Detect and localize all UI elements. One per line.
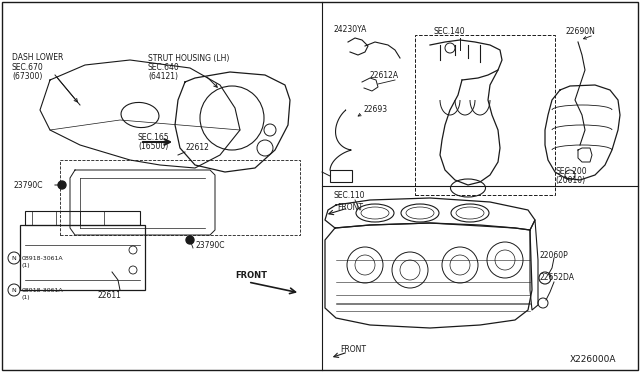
Text: (20010): (20010): [555, 176, 585, 185]
Text: N: N: [12, 256, 17, 260]
Text: N: N: [12, 288, 17, 292]
Text: 22693: 22693: [363, 106, 387, 115]
Text: SEC.165: SEC.165: [138, 134, 170, 142]
Text: 22612: 22612: [185, 144, 209, 153]
Text: 23790C: 23790C: [195, 241, 225, 250]
Circle shape: [186, 236, 194, 244]
Text: FRONT: FRONT: [340, 346, 366, 355]
Text: 08918-3061A: 08918-3061A: [22, 256, 63, 260]
Text: FRONT: FRONT: [235, 270, 267, 279]
Bar: [60, 160, 300, 235]
Text: 24230YA: 24230YA: [334, 26, 367, 35]
Text: X226000A: X226000A: [570, 356, 616, 365]
Text: SEC.140: SEC.140: [434, 28, 466, 36]
Text: DASH LOWER: DASH LOWER: [12, 54, 63, 62]
Text: 22690N: 22690N: [566, 28, 596, 36]
Text: SEC.670: SEC.670: [12, 62, 44, 71]
Text: FRONT: FRONT: [337, 202, 363, 212]
Text: (16500): (16500): [138, 142, 168, 151]
Bar: [415, 35, 555, 195]
Text: SEC.200: SEC.200: [555, 167, 587, 176]
Text: 23790C: 23790C: [14, 180, 44, 189]
Text: 22652DA: 22652DA: [540, 273, 575, 282]
Text: (1): (1): [22, 295, 31, 299]
Text: (1): (1): [22, 263, 31, 267]
Text: 22060P: 22060P: [540, 250, 569, 260]
Text: (64121): (64121): [148, 71, 178, 80]
Text: 22612A: 22612A: [370, 71, 399, 80]
Circle shape: [58, 181, 66, 189]
Text: SEC.640: SEC.640: [148, 62, 180, 71]
Bar: [330, 170, 352, 182]
Text: 22611: 22611: [97, 291, 121, 299]
Text: (67300): (67300): [12, 71, 42, 80]
Bar: [25, 211, 140, 225]
Text: SEC.110: SEC.110: [334, 190, 365, 199]
Text: 08918-3061A: 08918-3061A: [22, 288, 63, 292]
Bar: [20, 225, 145, 290]
Text: STRUT HOUSING (LH): STRUT HOUSING (LH): [148, 54, 229, 62]
